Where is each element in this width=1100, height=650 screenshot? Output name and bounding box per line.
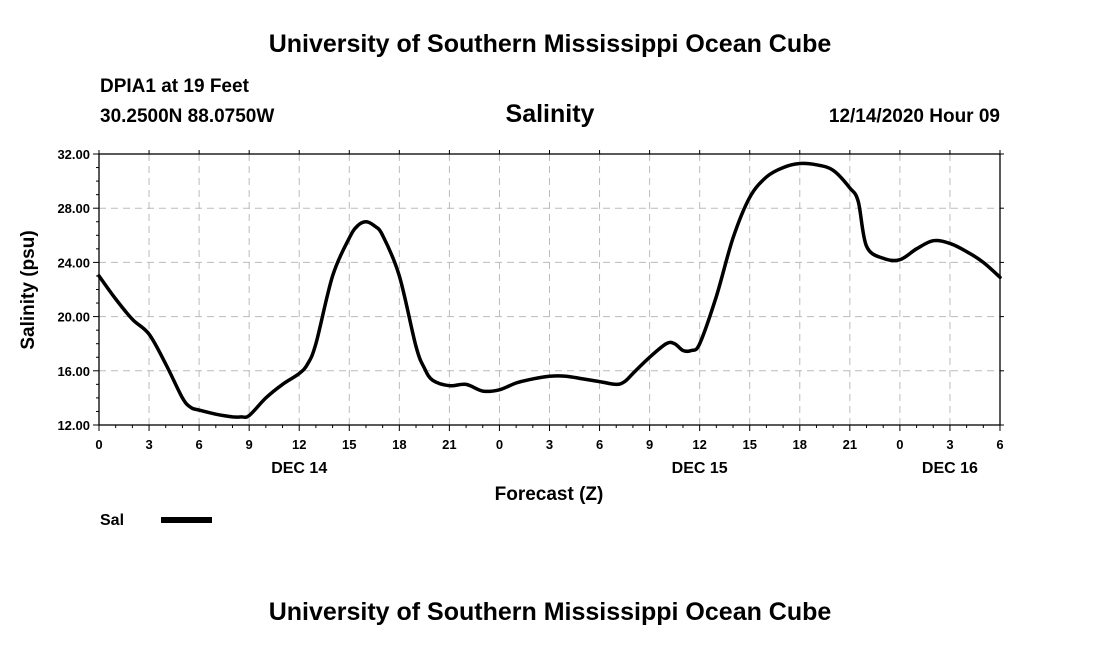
chart-grid	[99, 154, 1000, 425]
x-tick-label: 3	[145, 437, 152, 452]
y-tick-label: 12.00	[57, 418, 90, 433]
x-tick-label: 6	[195, 437, 202, 452]
x-tick-label: 6	[596, 437, 603, 452]
date-label: DEC 15	[672, 460, 728, 477]
chart-legend: Sal	[100, 512, 212, 529]
station-label: DPIA1 at 19 Feet	[100, 76, 249, 97]
page-title: University of Southern Mississippi Ocean…	[268, 30, 832, 58]
legend-label: Sal	[100, 512, 124, 529]
x-tick-label: 15	[742, 437, 756, 452]
plot-frame	[98, 153, 1001, 426]
y-tick-label: 32.00	[57, 147, 90, 162]
data-series	[97, 161, 1002, 420]
forecast-datetime: 12/14/2020 Hour 09	[828, 106, 1000, 127]
x-tick-label: 21	[843, 437, 857, 452]
x-tick-label: 0	[496, 437, 503, 452]
x-tick-label: 15	[342, 437, 356, 452]
station-coordinates: 30.2500N 88.0750W	[100, 106, 275, 127]
x-tick-label: 12	[292, 437, 306, 452]
chart-title: Salinity	[505, 100, 595, 128]
y-tick-label: 24.00	[57, 255, 90, 270]
x-tick-label: 21	[442, 437, 456, 452]
x-tick-label: 0	[95, 437, 102, 452]
x-tick-label: 3	[546, 437, 553, 452]
x-tick-label: 0	[896, 437, 903, 452]
x-tick-label: 18	[392, 437, 406, 452]
date-label: DEC 16	[922, 460, 978, 477]
y-tick-label: 20.00	[57, 310, 90, 325]
x-tick-label: 9	[646, 437, 653, 452]
x-tick-label: 3	[946, 437, 953, 452]
y-axis-label: Salinity (psu)	[18, 230, 39, 349]
x-axis-label: Forecast (Z)	[495, 484, 604, 505]
x-tick-label: 18	[793, 437, 807, 452]
y-tick-label: 28.00	[57, 201, 90, 216]
y-tick-label: 16.00	[57, 364, 90, 379]
series-line-sal	[97, 161, 1002, 420]
footer-title: University of Southern Mississippi Ocean…	[268, 598, 832, 626]
x-tick-label: 6	[996, 437, 1003, 452]
x-tick-label: 9	[246, 437, 253, 452]
y-axis: 12.00 16.00 20.00 24.00 28.00 32.00	[57, 147, 1004, 433]
date-label: DEC 14	[271, 460, 327, 477]
x-tick-label: 12	[692, 437, 706, 452]
